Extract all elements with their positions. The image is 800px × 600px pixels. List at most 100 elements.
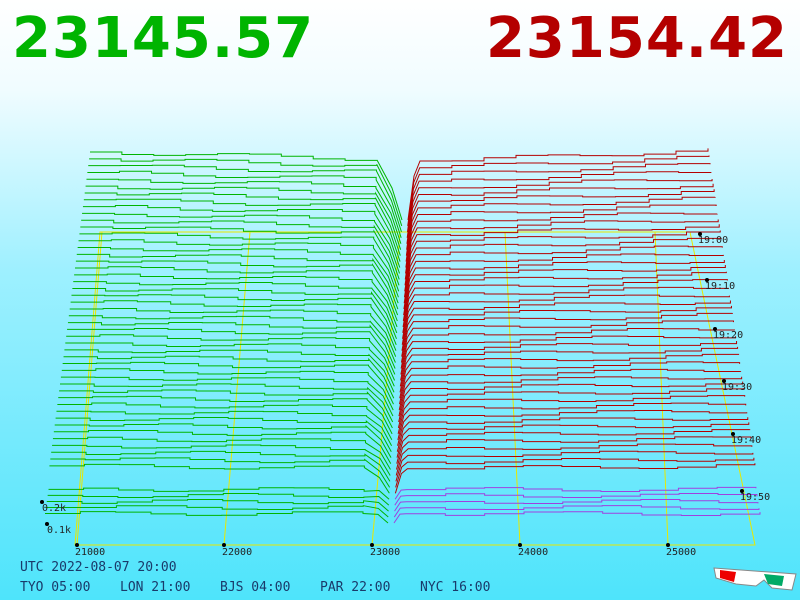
price-tick-label: 22000 <box>222 547 252 558</box>
floor-line <box>504 231 521 546</box>
bid-trace <box>60 383 394 423</box>
ask-trace <box>397 410 748 446</box>
bid-trace <box>57 402 393 441</box>
ask-trace <box>403 260 725 316</box>
bid-trace <box>87 170 402 238</box>
bid-trace <box>47 493 390 506</box>
ask-trace <box>396 429 751 464</box>
ask-trace <box>400 328 736 375</box>
bid-price: 23145.57 <box>12 6 315 71</box>
bid-trace <box>72 287 397 340</box>
time-tick-label: 19:50 <box>740 492 770 503</box>
bid-trace <box>55 417 392 452</box>
tick-dot <box>45 522 49 526</box>
ask-trace <box>403 245 723 304</box>
utc-time: UTC 2022-08-07 20:00 <box>20 560 177 575</box>
ask-trace <box>404 219 719 280</box>
time-tick-label: 19:10 <box>705 281 735 292</box>
bid-trace <box>45 505 389 518</box>
bid-trace <box>46 499 389 512</box>
ask-trace <box>400 312 733 363</box>
ask-trace <box>394 463 756 494</box>
bid-trace <box>75 266 398 322</box>
tick-dot <box>40 500 44 504</box>
ask-trace <box>400 320 734 369</box>
ask-trace <box>402 264 726 322</box>
ask-price: 23154.42 <box>485 6 788 71</box>
ask-trace <box>405 212 718 274</box>
ask-trace <box>394 486 757 500</box>
ask-trace <box>406 163 711 232</box>
bid-trace <box>73 281 398 334</box>
bid-trace <box>86 178 402 244</box>
time-tick-label: 19:30 <box>722 382 752 393</box>
volume-tick-label: 0.2k <box>42 503 66 514</box>
bid-trace <box>89 158 403 227</box>
ask-trace <box>406 171 712 238</box>
bid-trace <box>45 511 389 524</box>
tick-dot <box>698 232 702 236</box>
bid-trace <box>82 204 401 268</box>
tick-dot <box>666 543 670 547</box>
floor-outline <box>74 231 756 546</box>
time-tick-label: 19:40 <box>731 435 761 446</box>
tick-dot <box>722 379 726 383</box>
ask-trace <box>405 204 717 268</box>
ask-trace <box>393 505 760 518</box>
bid-trace <box>67 321 396 369</box>
ask-trace <box>402 271 727 328</box>
floor-line <box>76 231 103 546</box>
city-time: LON 21:00 <box>120 580 191 595</box>
price-tick-label: 21000 <box>75 547 105 558</box>
bid-trace <box>50 457 391 488</box>
bid-trace <box>71 294 397 345</box>
bid-trace <box>61 368 394 411</box>
bid-trace <box>66 334 396 381</box>
tick-dot <box>705 278 709 282</box>
bid-trace <box>84 192 401 256</box>
ask-trace <box>407 148 709 221</box>
tick-dot <box>731 432 735 436</box>
ask-trace <box>405 196 716 262</box>
ask-trace <box>396 417 749 452</box>
bid-trace <box>88 164 402 233</box>
ask-trace <box>401 305 732 357</box>
bid-trace <box>52 436 391 470</box>
ask-trace <box>394 499 759 512</box>
ask-trace <box>403 253 724 310</box>
city-time: NYC 16:00 <box>420 580 491 595</box>
bid-trace <box>90 151 403 221</box>
bid-trace <box>74 273 398 328</box>
ask-trace <box>397 402 747 440</box>
bid-trace <box>78 239 399 298</box>
price-tick-label: 25000 <box>666 547 696 558</box>
floor-grid <box>74 231 756 546</box>
city-time: PAR 22:00 <box>320 580 391 595</box>
ask-trace <box>407 155 710 227</box>
ask-trace <box>402 279 728 333</box>
floor-line <box>654 231 669 546</box>
city-time: BJS 04:00 <box>220 580 291 595</box>
bid-trace <box>60 376 394 417</box>
tick-dot <box>740 489 744 493</box>
ask-trace <box>399 353 740 399</box>
bid-trace <box>68 315 396 363</box>
price-tick-label: 23000 <box>370 547 400 558</box>
ask-trace <box>400 335 737 381</box>
ask-trace <box>396 422 750 458</box>
volume-tick-label: 0.1k <box>47 525 71 536</box>
bid-trace <box>80 226 400 286</box>
bid-trace <box>48 487 390 500</box>
time-tick-label: 19:00 <box>698 235 728 246</box>
ask-trace <box>397 395 746 434</box>
bid-trace <box>54 423 392 458</box>
bid-trace <box>70 300 397 351</box>
bid-trace <box>81 219 400 280</box>
ask-trace <box>404 224 720 286</box>
ask-trace <box>395 457 755 488</box>
ask-trace <box>401 294 730 345</box>
city-time: TYO 05:00 <box>20 580 91 595</box>
ask-trace <box>395 436 752 470</box>
ask-trace <box>394 492 758 506</box>
